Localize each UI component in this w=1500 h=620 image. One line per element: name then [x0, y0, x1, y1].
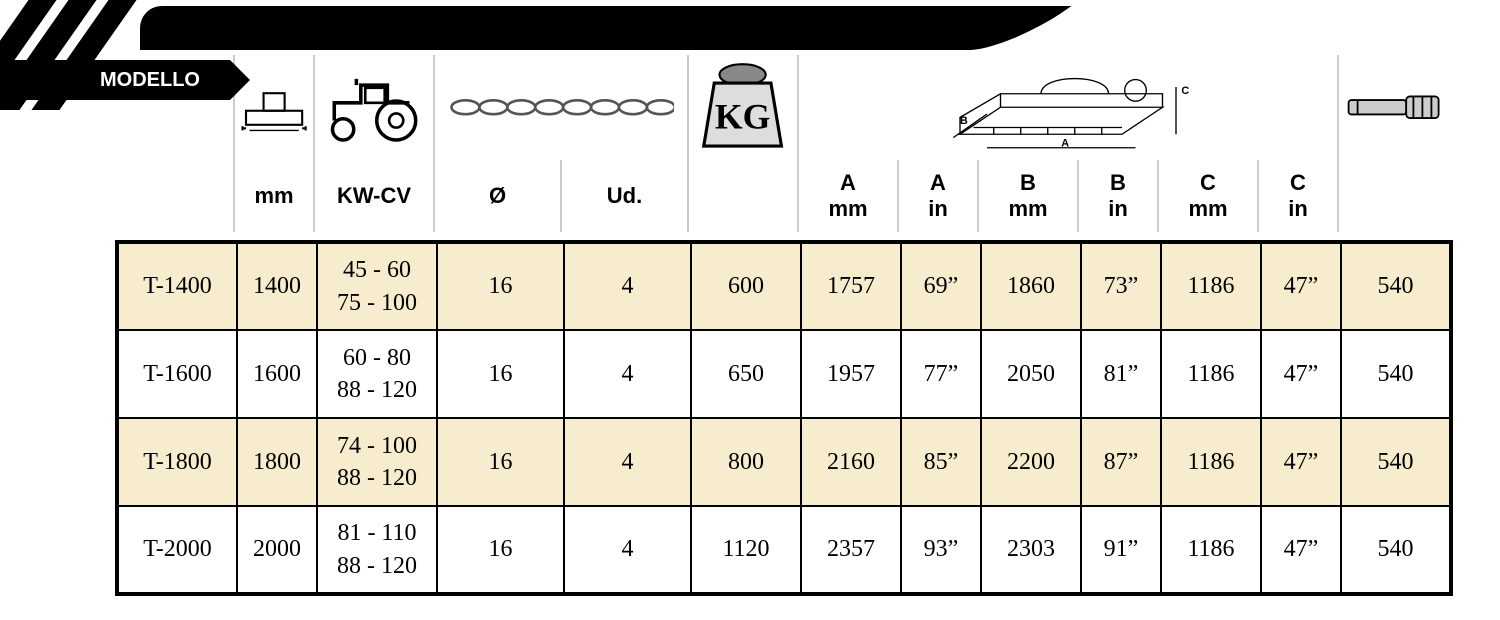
- cell-c_mm: 1186: [1161, 330, 1261, 418]
- spec-table: T-1400140045 - 6075 - 100164600175769”18…: [115, 240, 1453, 596]
- cell-dia: 16: [437, 418, 564, 506]
- unit-b_mm: Bmm: [979, 160, 1079, 232]
- unit-kg: [689, 160, 799, 232]
- cell-a_in: 69”: [901, 242, 981, 330]
- cell-b_mm: 2303: [981, 506, 1081, 594]
- cell-a_mm: 1757: [801, 242, 901, 330]
- cell-b_in: 81”: [1081, 330, 1161, 418]
- column-icon-kg-weight: [689, 55, 799, 160]
- chain-icon: [448, 60, 675, 155]
- cell-pto: 540: [1341, 242, 1451, 330]
- cell-pto: 540: [1341, 330, 1451, 418]
- cell-kwcv: 74 - 10088 - 120: [317, 418, 437, 506]
- unit-c_mm: Cmm: [1159, 160, 1259, 232]
- cell-kg: 650: [691, 330, 801, 418]
- cell-a_mm: 2160: [801, 418, 901, 506]
- unit-dia: Ø: [435, 160, 562, 232]
- cell-b_mm: 2050: [981, 330, 1081, 418]
- pto-shaft-icon: [1345, 60, 1444, 155]
- unit-mm: mm: [235, 160, 315, 232]
- unit-a_mm: Amm: [799, 160, 899, 232]
- tractor-icon: [321, 60, 427, 155]
- cell-ud: 4: [564, 242, 691, 330]
- column-icons-row: [115, 55, 1449, 160]
- cell-a_in: 85”: [901, 418, 981, 506]
- cell-model: T-2000: [117, 506, 237, 594]
- cell-b_in: 91”: [1081, 506, 1161, 594]
- table-row: T-1400140045 - 6075 - 100164600175769”18…: [117, 242, 1451, 330]
- cell-b_in: 87”: [1081, 418, 1161, 506]
- cell-dia: 16: [437, 330, 564, 418]
- cell-mm: 1800: [237, 418, 317, 506]
- unit-c_in: Cin: [1259, 160, 1339, 232]
- kg-weight-icon: [694, 60, 791, 155]
- unit-b_in: Bin: [1079, 160, 1159, 232]
- unit-a_in: Ain: [899, 160, 979, 232]
- table-row: T-1600160060 - 8088 - 120164650195777”20…: [117, 330, 1451, 418]
- cell-c_mm: 1186: [1161, 506, 1261, 594]
- cell-a_mm: 1957: [801, 330, 901, 418]
- cell-c_in: 47”: [1261, 330, 1341, 418]
- column-icon-mulcher-dims: [799, 55, 1339, 160]
- cell-model: T-1400: [117, 242, 237, 330]
- cell-b_in: 73”: [1081, 242, 1161, 330]
- table-row: T-1800180074 - 10088 - 120164800216085”2…: [117, 418, 1451, 506]
- unit-ud: Ud.: [562, 160, 689, 232]
- cell-b_mm: 1860: [981, 242, 1081, 330]
- unit-pto: [1339, 160, 1449, 232]
- mulcher-dims-icon: [918, 60, 1218, 155]
- column-units-row: mmKW-CVØUd. AmmAinBmmBinCmmCin: [115, 160, 1449, 232]
- cell-c_mm: 1186: [1161, 242, 1261, 330]
- cell-mm: 2000: [237, 506, 317, 594]
- cell-pto: 540: [1341, 506, 1451, 594]
- cell-kwcv: 81 - 11088 - 120: [317, 506, 437, 594]
- cell-mm: 1400: [237, 242, 317, 330]
- header-swoosh: [140, 6, 840, 50]
- cell-mm: 1600: [237, 330, 317, 418]
- cell-model: T-1800: [117, 418, 237, 506]
- cell-a_mm: 2357: [801, 506, 901, 594]
- table-row: T-2000200081 - 11088 - 1201641120235793”…: [117, 506, 1451, 594]
- cell-c_in: 47”: [1261, 418, 1341, 506]
- unit-model: [115, 160, 235, 232]
- cell-ud: 4: [564, 330, 691, 418]
- cell-kg: 1120: [691, 506, 801, 594]
- cell-kwcv: 45 - 6075 - 100: [317, 242, 437, 330]
- cell-b_mm: 2200: [981, 418, 1081, 506]
- cell-dia: 16: [437, 506, 564, 594]
- cell-kg: 800: [691, 418, 801, 506]
- cell-model: T-1600: [117, 330, 237, 418]
- unit-kwcv: KW-CV: [315, 160, 435, 232]
- column-icon-tractor: [315, 55, 435, 160]
- cell-ud: 4: [564, 418, 691, 506]
- cell-c_mm: 1186: [1161, 418, 1261, 506]
- cell-c_in: 47”: [1261, 242, 1341, 330]
- column-icon-chain: [435, 55, 689, 160]
- cell-ud: 4: [564, 506, 691, 594]
- cell-a_in: 93”: [901, 506, 981, 594]
- cell-dia: 16: [437, 242, 564, 330]
- cell-a_in: 77”: [901, 330, 981, 418]
- column-icon-pto-shaft: [1339, 55, 1449, 160]
- cell-pto: 540: [1341, 418, 1451, 506]
- cell-kg: 600: [691, 242, 801, 330]
- cell-c_in: 47”: [1261, 506, 1341, 594]
- cell-kwcv: 60 - 8088 - 120: [317, 330, 437, 418]
